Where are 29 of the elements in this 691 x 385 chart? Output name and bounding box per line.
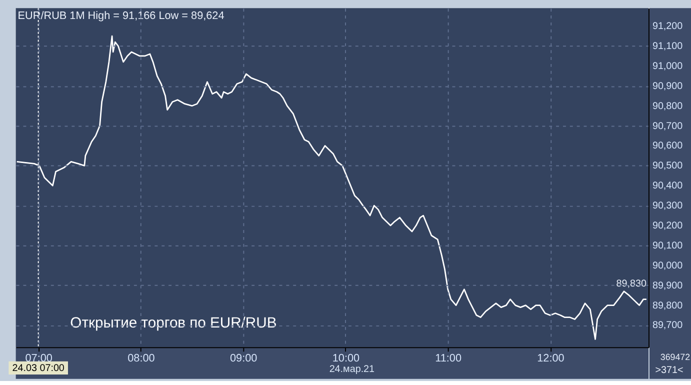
y-tick-label: 91,200	[652, 21, 684, 32]
y-tick-label: 90,200	[652, 220, 684, 232]
text: >371<	[655, 364, 684, 376]
y-tick-label: 90,700	[652, 120, 684, 132]
annotation: Открытие торгов по EUR/RUB	[70, 315, 277, 332]
y-tick-label: 90,100	[652, 240, 684, 252]
y-tick-label: 89,700	[652, 320, 684, 332]
y-tick-label: 90,000	[652, 260, 684, 272]
x-tick-label: 09:00	[230, 352, 258, 365]
chart-title: EUR/RUB 1M High = 91,166 Low = 89,624	[18, 10, 224, 22]
x-tick-label: 07:00	[25, 352, 52, 365]
text: 369472	[660, 352, 690, 362]
y-tick-label: 90,800	[652, 100, 684, 112]
y-tick-label: 91,000	[652, 60, 684, 72]
y-tick-label: 89,900	[652, 280, 684, 292]
x-tick-label: 11:00	[435, 352, 462, 365]
y-tick-label: 90,600	[652, 140, 684, 152]
y-tick-label: 91,100	[652, 40, 684, 52]
annotation: 89,830	[616, 278, 647, 290]
y-tick-label: 89,800	[652, 300, 684, 312]
y-tick-label: 90,400	[652, 180, 684, 192]
x-tick-label: 12:00	[537, 352, 564, 365]
y-tick-label: 90,900	[652, 80, 684, 92]
ref-line-label: 24.03 07:00	[12, 362, 65, 374]
x-tick-label: 08:00	[128, 352, 155, 365]
y-tick-label: 90,500	[652, 160, 684, 172]
text: 24.мар.21	[329, 364, 376, 375]
y-tick-label: 90,300	[652, 200, 684, 212]
x-tick-label: 10:00	[332, 352, 360, 365]
